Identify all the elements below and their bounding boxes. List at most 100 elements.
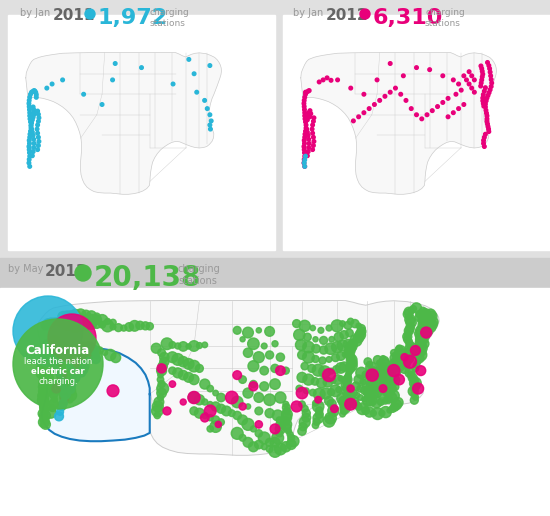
- Circle shape: [188, 392, 200, 404]
- Circle shape: [56, 379, 67, 390]
- Circle shape: [258, 432, 270, 444]
- Circle shape: [312, 422, 318, 428]
- Circle shape: [129, 320, 140, 331]
- Circle shape: [272, 410, 283, 421]
- Circle shape: [60, 399, 65, 405]
- Circle shape: [50, 365, 55, 370]
- Circle shape: [378, 373, 387, 382]
- Circle shape: [340, 402, 350, 413]
- Circle shape: [412, 394, 419, 400]
- Circle shape: [346, 329, 353, 337]
- Circle shape: [404, 99, 408, 102]
- Circle shape: [63, 381, 74, 392]
- Circle shape: [261, 343, 267, 349]
- Circle shape: [405, 314, 415, 325]
- Circle shape: [386, 370, 394, 379]
- Circle shape: [391, 383, 399, 391]
- Bar: [8, 15, 275, 250]
- Circle shape: [402, 361, 410, 369]
- Circle shape: [27, 102, 31, 105]
- Circle shape: [336, 387, 342, 393]
- Circle shape: [35, 127, 39, 131]
- Circle shape: [265, 327, 274, 336]
- Circle shape: [339, 362, 349, 371]
- Circle shape: [210, 119, 213, 123]
- Circle shape: [40, 401, 46, 408]
- Circle shape: [416, 343, 427, 353]
- Circle shape: [304, 388, 309, 394]
- Circle shape: [303, 114, 306, 118]
- Circle shape: [46, 407, 56, 418]
- Circle shape: [64, 385, 75, 397]
- Circle shape: [313, 413, 323, 423]
- Circle shape: [233, 327, 241, 334]
- Circle shape: [59, 368, 68, 377]
- Circle shape: [303, 136, 306, 139]
- Circle shape: [327, 399, 336, 408]
- Circle shape: [329, 78, 333, 82]
- Circle shape: [452, 111, 455, 115]
- Circle shape: [207, 414, 213, 421]
- Circle shape: [256, 328, 261, 333]
- Circle shape: [37, 136, 40, 139]
- Circle shape: [390, 370, 395, 376]
- Circle shape: [342, 351, 348, 358]
- Circle shape: [415, 337, 424, 346]
- Circle shape: [196, 343, 202, 348]
- Circle shape: [202, 399, 208, 405]
- Circle shape: [489, 74, 492, 77]
- Circle shape: [33, 89, 37, 93]
- Circle shape: [45, 374, 53, 383]
- Circle shape: [243, 438, 253, 447]
- Circle shape: [85, 9, 95, 19]
- Circle shape: [428, 68, 431, 71]
- Circle shape: [365, 384, 375, 394]
- Circle shape: [140, 66, 144, 69]
- Circle shape: [40, 344, 51, 354]
- Circle shape: [208, 127, 212, 131]
- Text: charging
stations: charging stations: [150, 8, 190, 28]
- Circle shape: [43, 378, 53, 388]
- Circle shape: [362, 371, 370, 378]
- Circle shape: [488, 88, 492, 91]
- Circle shape: [295, 340, 306, 350]
- Circle shape: [457, 107, 460, 110]
- Circle shape: [163, 407, 171, 415]
- Text: 2011: 2011: [53, 8, 95, 23]
- Circle shape: [431, 109, 434, 112]
- Circle shape: [396, 345, 403, 351]
- Circle shape: [486, 125, 490, 128]
- Circle shape: [481, 99, 485, 103]
- Circle shape: [36, 109, 40, 113]
- Circle shape: [307, 142, 311, 145]
- Circle shape: [276, 353, 284, 361]
- Circle shape: [86, 314, 97, 325]
- Circle shape: [315, 396, 322, 403]
- Circle shape: [110, 319, 116, 326]
- Circle shape: [207, 401, 213, 407]
- Circle shape: [157, 366, 167, 376]
- Circle shape: [334, 332, 343, 342]
- Circle shape: [336, 363, 346, 373]
- Circle shape: [320, 336, 328, 344]
- Circle shape: [211, 402, 220, 411]
- Circle shape: [54, 344, 64, 354]
- Circle shape: [288, 434, 295, 441]
- Circle shape: [310, 389, 316, 396]
- Circle shape: [402, 74, 405, 77]
- Circle shape: [48, 359, 59, 370]
- Circle shape: [401, 353, 408, 361]
- Circle shape: [344, 390, 355, 401]
- Circle shape: [311, 148, 315, 151]
- Circle shape: [28, 158, 31, 161]
- Circle shape: [48, 357, 57, 366]
- Circle shape: [157, 376, 164, 383]
- Circle shape: [169, 342, 175, 348]
- Circle shape: [283, 404, 290, 411]
- Circle shape: [28, 136, 31, 139]
- Circle shape: [301, 405, 308, 412]
- Circle shape: [59, 389, 68, 398]
- Circle shape: [377, 388, 387, 398]
- Circle shape: [302, 102, 306, 105]
- Circle shape: [346, 368, 353, 375]
